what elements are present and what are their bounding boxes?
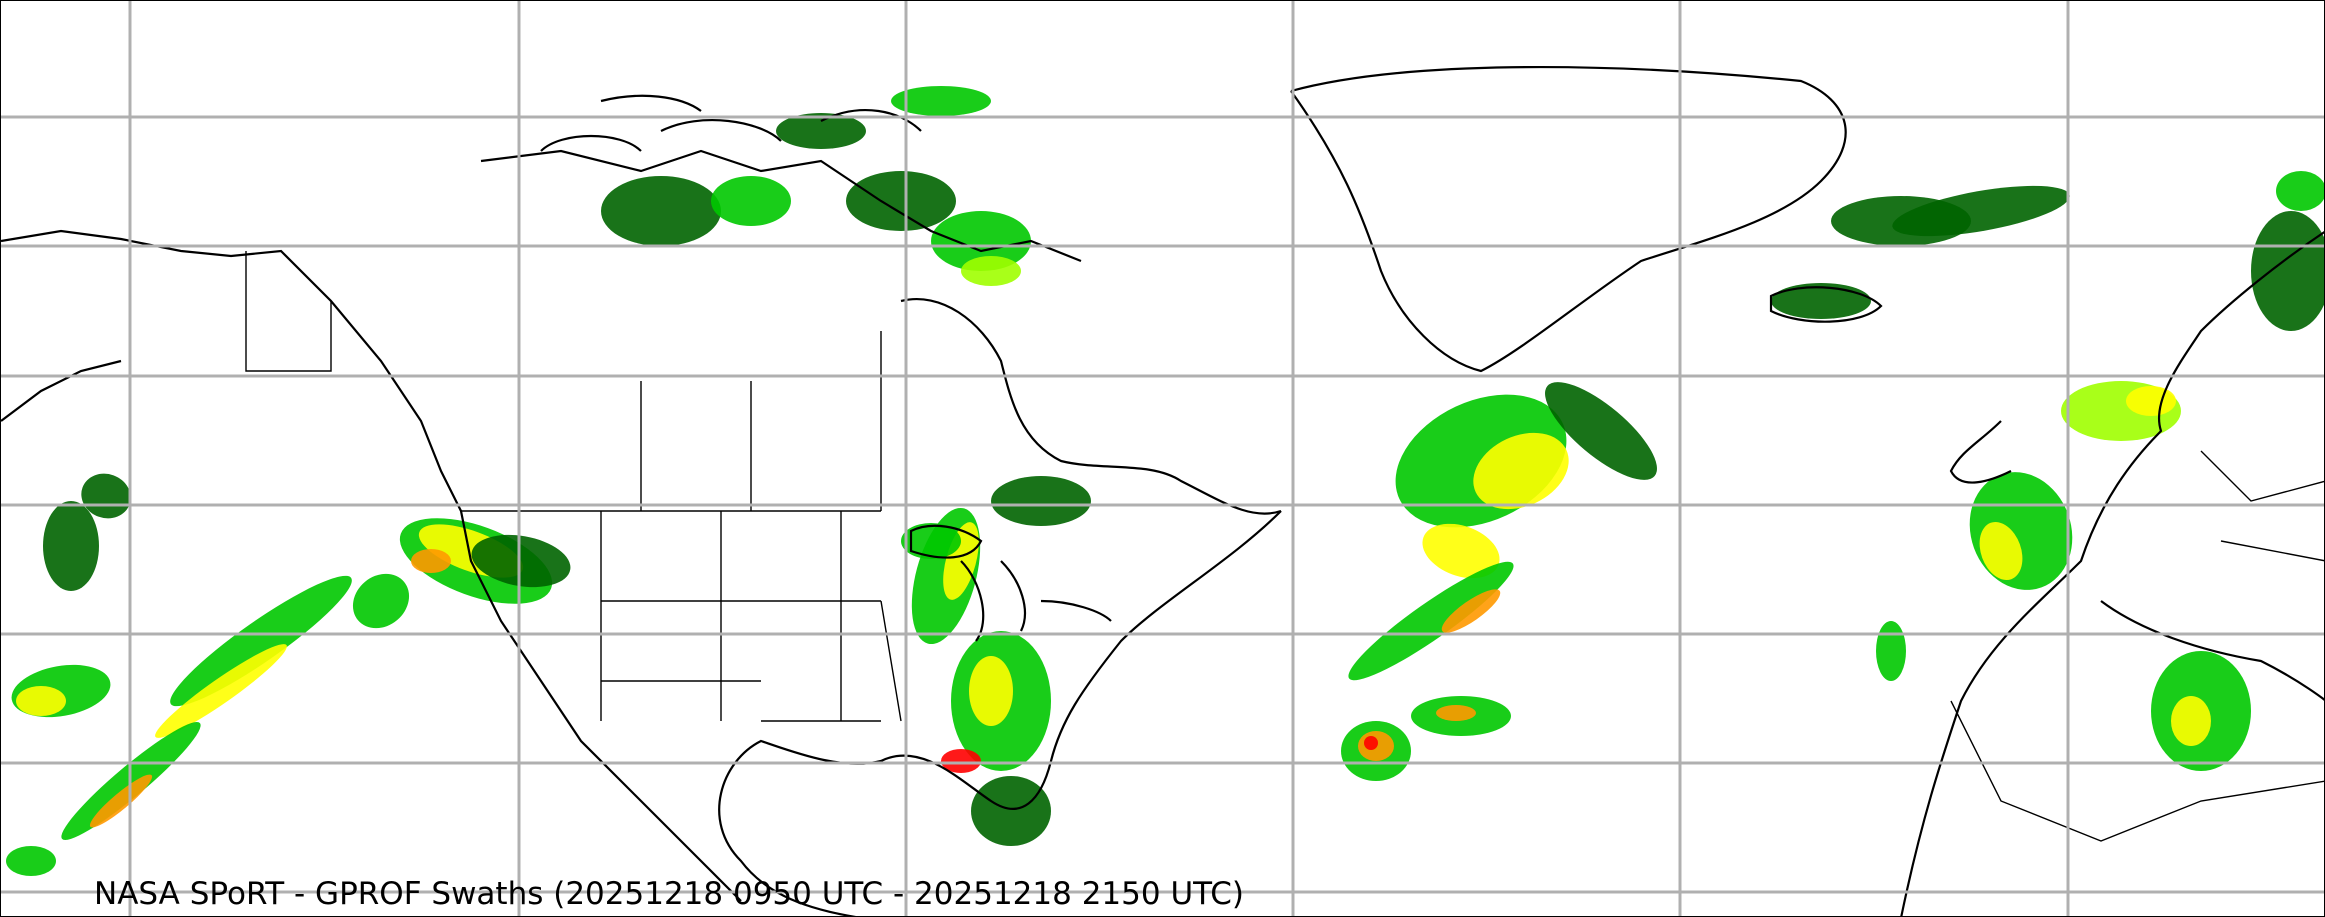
precip-patch xyxy=(352,573,410,629)
political-borders xyxy=(245,251,2324,842)
precip-patch xyxy=(2251,211,2324,331)
precip-patch xyxy=(2276,171,2324,211)
precip-patch xyxy=(1436,705,1476,721)
map-title: NASA SPoRT - GPROF Swaths (20251218 0950… xyxy=(94,876,1244,912)
precip-patch xyxy=(2171,696,2211,746)
precip-patch xyxy=(931,211,1031,271)
precip-patch xyxy=(89,774,153,828)
precip-patch xyxy=(411,549,451,573)
precip-patch xyxy=(846,171,956,231)
precip-patch xyxy=(1364,736,1378,750)
precip-patch xyxy=(969,656,1013,726)
precip-patch xyxy=(1545,382,1657,480)
precip-patch xyxy=(1348,561,1514,681)
precip-patch xyxy=(170,575,352,707)
precip-patch xyxy=(1876,621,1906,681)
precip-patch xyxy=(471,534,571,588)
precip-patch xyxy=(961,256,1021,286)
precip-patch xyxy=(1979,521,2023,581)
precip-patch xyxy=(901,523,961,559)
precip-patch xyxy=(16,686,66,716)
precip-patch xyxy=(1771,283,1871,319)
precip-patch xyxy=(155,644,287,738)
precip-patch xyxy=(991,476,1091,526)
precip-patch xyxy=(2126,386,2176,416)
precip-patch xyxy=(1441,589,1501,633)
precip-patch xyxy=(601,176,721,246)
precip-patch xyxy=(971,776,1051,846)
precip-patch xyxy=(941,749,981,773)
precip-patch xyxy=(6,846,56,876)
precip-patch xyxy=(1831,196,1971,246)
precip-patch xyxy=(1422,523,1500,579)
precip-patch xyxy=(43,501,99,591)
precip-patch xyxy=(776,113,866,149)
precip-patch xyxy=(711,176,791,226)
precipitation-swaths xyxy=(6,86,2324,876)
precip-patch xyxy=(891,86,991,116)
precip-patch xyxy=(1473,432,1569,510)
precip-patch xyxy=(81,473,131,519)
